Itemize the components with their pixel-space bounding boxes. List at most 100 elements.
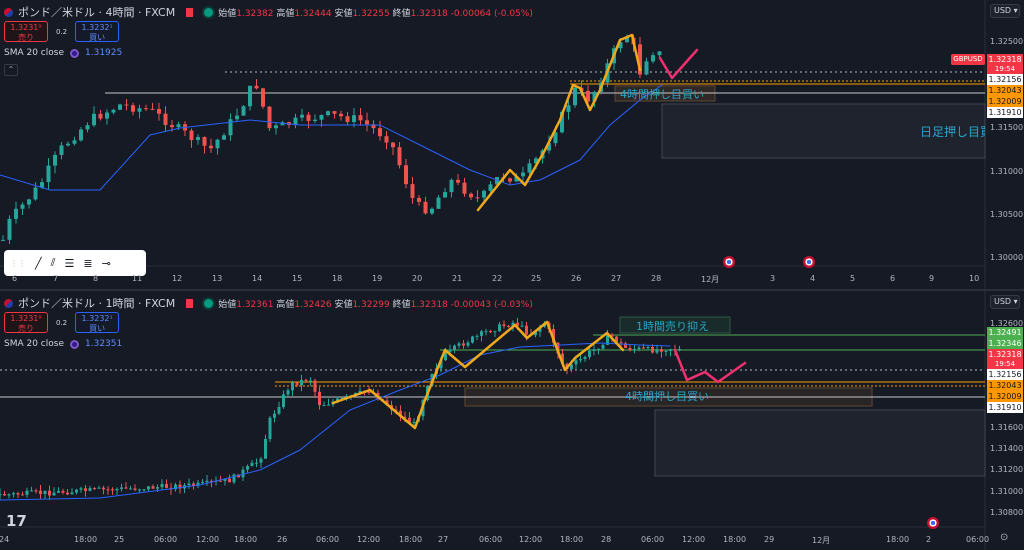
indicator-icon xyxy=(70,339,79,349)
time-tick: 21 xyxy=(452,274,463,283)
candle xyxy=(651,346,654,353)
candle xyxy=(480,331,483,336)
sell-button[interactable]: 1.3231⁹ 売り xyxy=(4,21,48,42)
buy-button[interactable]: 1.3232¹ 買い xyxy=(75,21,120,42)
us-event-icon[interactable] xyxy=(723,256,735,268)
time-tick: 26 xyxy=(571,274,582,283)
drawing-toolbar[interactable]: ⋮⋮ ╱ ⫽ ☰ ≣ ⊸ xyxy=(4,250,146,276)
candle xyxy=(340,397,344,399)
candle xyxy=(118,104,122,110)
price-label-orange: 1.32009 xyxy=(987,391,1023,402)
time-tick: 27 xyxy=(611,274,622,283)
sell-button[interactable]: 1.3231⁹ 売り xyxy=(4,312,48,333)
candle xyxy=(267,106,272,129)
candle xyxy=(111,489,114,491)
time-tick: 06:00 xyxy=(966,535,990,544)
candle xyxy=(410,184,415,198)
annotation-daily-buy[interactable]: 日足押し目買い xyxy=(920,125,985,139)
candle xyxy=(655,349,659,353)
ray-icon[interactable]: ⊸ xyxy=(101,256,111,270)
background xyxy=(0,0,1024,289)
candle xyxy=(309,380,312,382)
candle xyxy=(339,113,343,117)
time-tick: 14 xyxy=(252,274,263,283)
candle xyxy=(274,125,278,129)
chart-pane-1h[interactable]: ポンド／米ドル · 1時間 · FXCM 始値1.32361 高値1.32426… xyxy=(0,291,1024,550)
tradingview-logo[interactable]: 17 xyxy=(6,512,27,530)
drag-handle-icon[interactable]: ⋮⋮ xyxy=(10,258,26,268)
trend-line-icon[interactable]: ╱ xyxy=(35,256,42,270)
time-tick: 12 xyxy=(172,274,183,283)
parallel-channel-icon[interactable]: ⫽ xyxy=(50,256,56,269)
us-event-icon[interactable] xyxy=(803,256,815,268)
annotation-h4-buy[interactable]: 4時間押し目買い xyxy=(620,88,704,101)
candle xyxy=(319,115,324,120)
candle xyxy=(534,158,538,164)
chart-canvas-4h[interactable] xyxy=(0,0,1024,289)
candle xyxy=(66,143,70,146)
candle xyxy=(178,484,182,489)
candle xyxy=(98,113,103,119)
candle xyxy=(88,488,92,491)
candle xyxy=(534,331,537,336)
candle xyxy=(417,197,421,202)
candle xyxy=(106,489,110,491)
candle xyxy=(527,163,532,173)
annotation-h1-sell[interactable]: 1時間売り抑え xyxy=(636,320,709,333)
fib-icon[interactable]: ≣ xyxy=(83,256,93,270)
symbol-tag: GBPUSD xyxy=(951,54,985,65)
candle xyxy=(131,105,135,112)
time-tick: 18:00 xyxy=(560,535,584,544)
candle xyxy=(378,128,382,137)
candle xyxy=(115,488,119,491)
candle xyxy=(215,139,220,149)
buy-button[interactable]: 1.3232¹ 買い xyxy=(75,312,120,333)
candle xyxy=(196,482,200,486)
symbol-title[interactable]: ポンド／米ドル · 1時間 · FXCM xyxy=(18,297,176,310)
candle xyxy=(566,105,571,112)
price-label-current: 1.32318 19:54 xyxy=(987,54,1023,74)
candle xyxy=(502,324,506,326)
candle xyxy=(129,488,132,490)
chart-canvas-1h[interactable] xyxy=(0,291,1024,550)
candle xyxy=(456,179,460,183)
time-tick: 25 xyxy=(114,535,125,544)
chart-pane-4h[interactable]: ポンド／米ドル · 4時間 · FXCM 始値1.32382 高値1.32444… xyxy=(0,0,1024,289)
currency-selector[interactable]: USD ▾ xyxy=(990,295,1020,309)
candle xyxy=(300,114,304,118)
price-tick: 1.31000 xyxy=(990,167,1024,176)
price-label-green: 1.32346 xyxy=(987,338,1023,349)
candle xyxy=(678,348,681,351)
time-tick: 4 xyxy=(810,274,816,283)
flag-icon[interactable] xyxy=(186,7,194,17)
settings-icon[interactable]: ⊙ xyxy=(1000,532,1009,543)
symbol-title[interactable]: ポンド／米ドル · 4時間 · FXCM xyxy=(18,6,176,19)
sma-legend[interactable]: SMA 20 close 1.32351 xyxy=(4,339,123,349)
candle xyxy=(664,350,668,352)
candle xyxy=(633,349,636,351)
candle xyxy=(137,108,142,112)
sma-legend[interactable]: SMA 20 close 1.31925 xyxy=(4,48,123,58)
spread-value: 0.2 xyxy=(56,318,68,327)
zone-box xyxy=(661,103,986,159)
zigzag-drawing xyxy=(331,320,625,430)
annotation-h4-buy[interactable]: 4時間押し目買い xyxy=(625,390,709,403)
horizontal-lines-icon[interactable]: ☰ xyxy=(64,256,75,270)
price-label-current: 1.32318 19:54 xyxy=(987,349,1023,369)
us-event-icon[interactable] xyxy=(927,517,939,529)
price-tick: 1.32600 xyxy=(990,319,1024,328)
pane-separator[interactable] xyxy=(0,289,1024,291)
currency-selector[interactable]: USD ▾ xyxy=(990,4,1020,18)
candle xyxy=(0,494,2,496)
candle xyxy=(384,136,389,143)
collapse-legend-button[interactable]: ⌃ xyxy=(4,64,18,76)
price-label-white: 1.31910 xyxy=(987,107,1023,118)
candle xyxy=(592,91,597,102)
candle xyxy=(93,488,96,490)
candle xyxy=(573,87,577,106)
candle xyxy=(92,113,96,126)
candle xyxy=(466,342,470,346)
candle xyxy=(156,487,159,489)
flag-icon[interactable] xyxy=(186,298,194,308)
candle xyxy=(228,119,233,136)
